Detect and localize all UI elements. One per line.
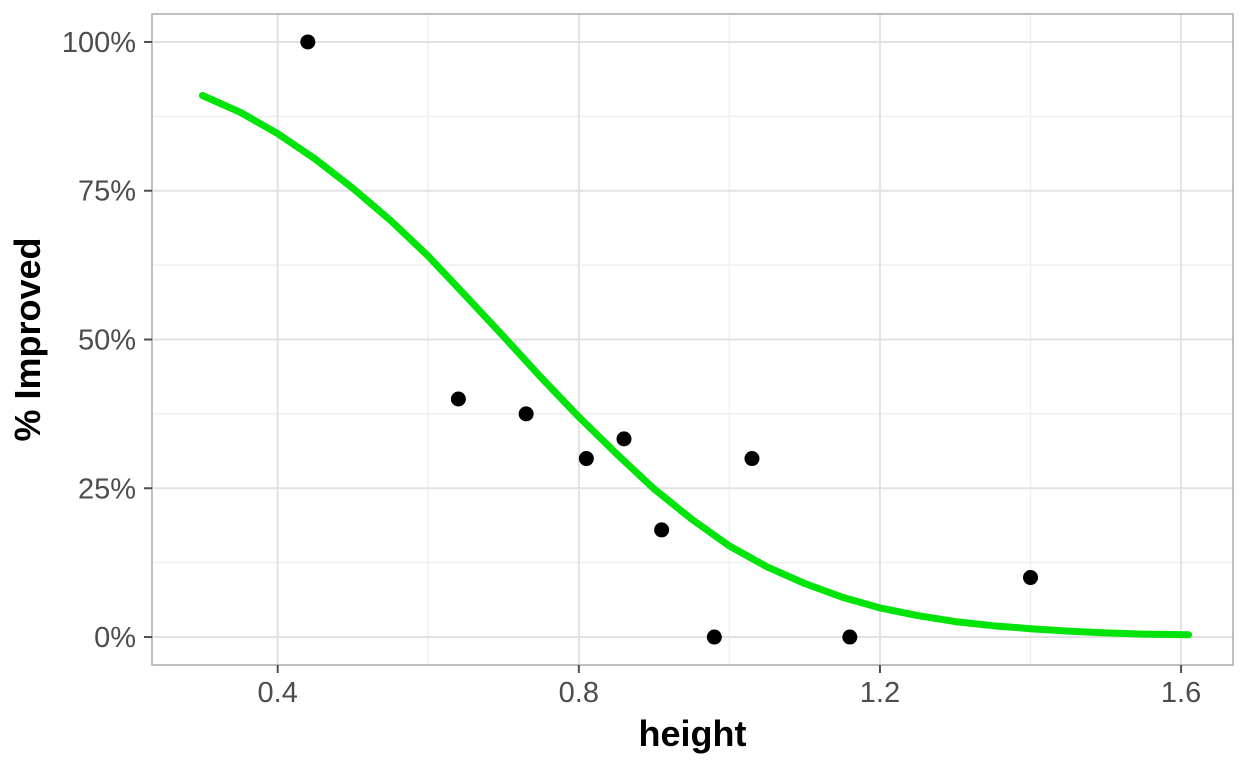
data-point <box>578 451 594 467</box>
x-tick-label: 0.8 <box>559 677 599 709</box>
data-point <box>1023 570 1039 586</box>
data-point <box>300 34 316 50</box>
data-point <box>450 391 466 407</box>
data-point <box>616 431 632 447</box>
data-point <box>518 406 534 422</box>
smooth-fit-curve <box>198 92 1193 639</box>
y-tick-label: 100% <box>62 27 136 59</box>
x-tick-label: 1.6 <box>1161 677 1201 709</box>
y-tick-label: 0% <box>94 622 136 654</box>
data-point <box>706 629 722 645</box>
y-axis-title: % Improved <box>7 237 48 441</box>
data-point <box>744 451 760 467</box>
data-point <box>842 629 858 645</box>
y-tick-label: 75% <box>78 176 136 208</box>
data-point <box>654 522 670 538</box>
x-axis-title: height <box>639 713 747 754</box>
x-tick-label: 0.4 <box>258 677 298 709</box>
y-tick-label: 25% <box>78 473 136 505</box>
x-tick-label: 1.2 <box>860 677 900 709</box>
y-tick-label: 50% <box>78 325 136 357</box>
